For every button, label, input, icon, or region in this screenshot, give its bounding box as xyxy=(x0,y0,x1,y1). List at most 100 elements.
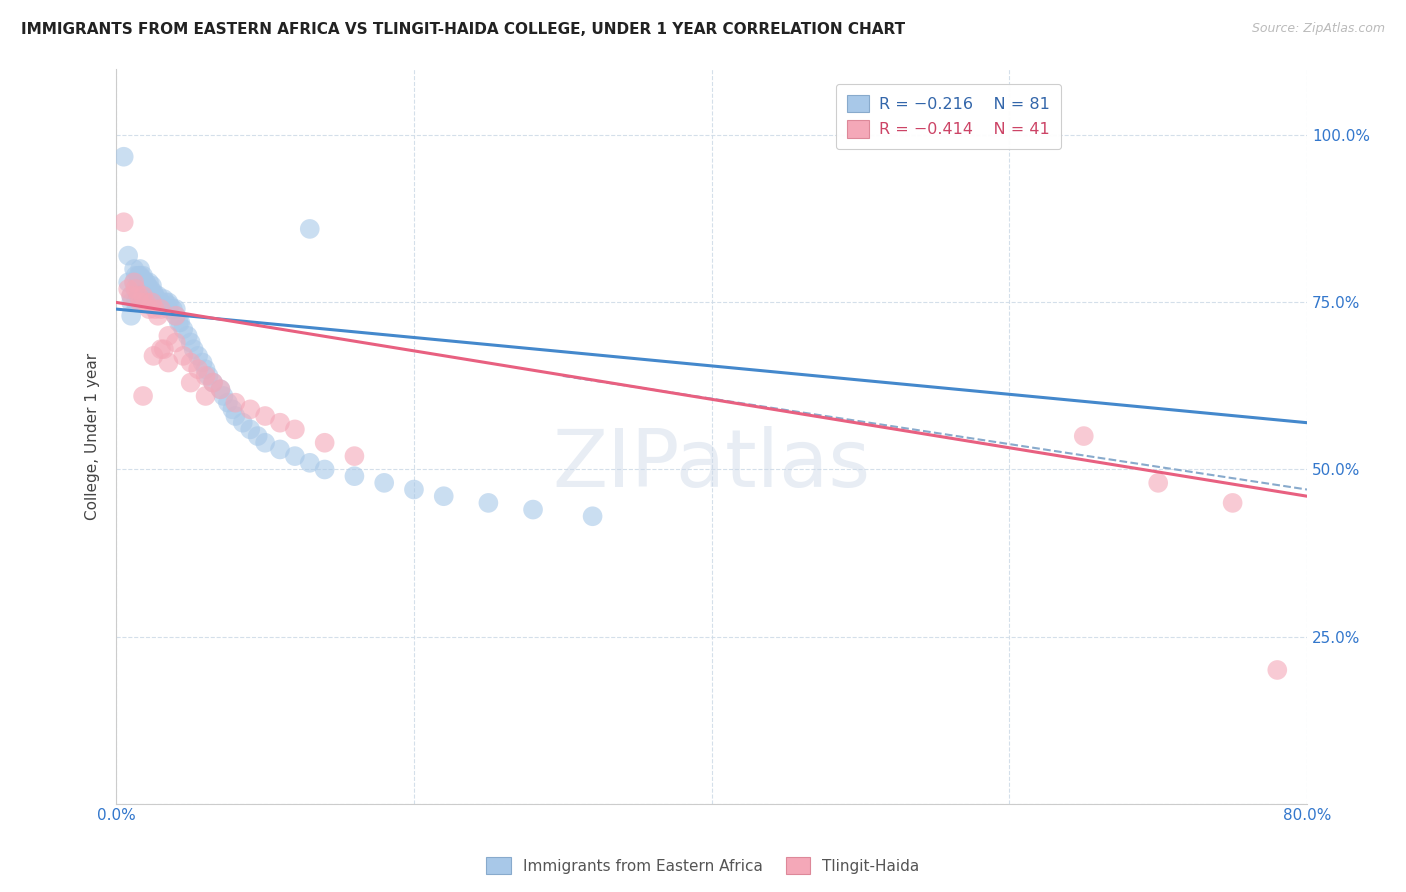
Point xyxy=(269,442,291,457)
Point xyxy=(142,349,165,363)
Point xyxy=(134,278,156,293)
Point xyxy=(124,282,146,296)
Point xyxy=(131,289,153,303)
Point xyxy=(145,292,167,306)
Point xyxy=(117,276,139,290)
Point xyxy=(1147,475,1170,490)
Point xyxy=(124,295,146,310)
Point xyxy=(162,302,184,317)
Point xyxy=(155,295,177,310)
Point xyxy=(343,449,366,463)
Point xyxy=(143,302,166,317)
Point xyxy=(165,309,187,323)
Point xyxy=(191,355,214,369)
Point xyxy=(157,295,180,310)
Point xyxy=(581,509,603,524)
Point xyxy=(373,475,395,490)
Point xyxy=(187,349,209,363)
Point xyxy=(149,299,172,313)
Point xyxy=(224,409,246,423)
Point xyxy=(239,402,262,417)
Point xyxy=(153,292,176,306)
Point xyxy=(138,302,160,317)
Point xyxy=(135,289,157,303)
Point xyxy=(120,295,142,310)
Point xyxy=(209,382,232,396)
Point xyxy=(139,289,162,303)
Point xyxy=(122,262,145,277)
Point xyxy=(135,295,157,310)
Point xyxy=(112,150,135,164)
Point xyxy=(180,376,202,390)
Point xyxy=(194,368,217,383)
Point xyxy=(129,295,152,310)
Point xyxy=(138,285,160,300)
Point xyxy=(433,489,456,503)
Point xyxy=(402,483,425,497)
Text: Source: ZipAtlas.com: Source: ZipAtlas.com xyxy=(1251,22,1385,36)
Point xyxy=(217,395,239,409)
Point xyxy=(298,456,321,470)
Point xyxy=(159,299,181,313)
Point xyxy=(254,435,277,450)
Point xyxy=(129,268,152,283)
Point xyxy=(239,422,262,436)
Point xyxy=(128,289,150,303)
Point xyxy=(183,342,205,356)
Point xyxy=(202,376,225,390)
Point xyxy=(124,268,146,283)
Point xyxy=(120,309,142,323)
Point xyxy=(194,362,217,376)
Point xyxy=(157,355,180,369)
Point xyxy=(132,289,155,303)
Point xyxy=(202,376,225,390)
Point xyxy=(122,276,145,290)
Point xyxy=(129,262,152,277)
Point xyxy=(246,429,269,443)
Point xyxy=(209,382,232,396)
Point xyxy=(146,309,169,323)
Point xyxy=(132,268,155,283)
Point xyxy=(146,295,169,310)
Point xyxy=(128,289,150,303)
Point xyxy=(284,449,307,463)
Point xyxy=(149,342,172,356)
Point xyxy=(157,302,180,317)
Text: IMMIGRANTS FROM EASTERN AFRICA VS TLINGIT-HAIDA COLLEGE, UNDER 1 YEAR CORRELATIO: IMMIGRANTS FROM EASTERN AFRICA VS TLINGI… xyxy=(21,22,905,37)
Point xyxy=(124,282,146,296)
Point xyxy=(157,328,180,343)
Point xyxy=(254,409,277,423)
Point xyxy=(177,328,200,343)
Point xyxy=(169,316,191,330)
Point xyxy=(132,389,155,403)
Point xyxy=(172,349,194,363)
Point xyxy=(135,276,157,290)
Point xyxy=(180,335,202,350)
Point xyxy=(128,276,150,290)
Point xyxy=(224,395,246,409)
Point xyxy=(117,282,139,296)
Point xyxy=(142,285,165,300)
Point xyxy=(269,416,291,430)
Point xyxy=(136,278,159,293)
Point xyxy=(131,282,153,296)
Point xyxy=(232,416,254,430)
Point xyxy=(132,272,155,286)
Point xyxy=(167,316,190,330)
Point xyxy=(165,302,187,317)
Text: ZIPatlas: ZIPatlas xyxy=(553,426,870,505)
Point xyxy=(149,295,172,310)
Point xyxy=(132,282,155,296)
Point xyxy=(314,435,336,450)
Point xyxy=(122,276,145,290)
Point xyxy=(149,302,172,317)
Point xyxy=(180,355,202,369)
Point xyxy=(314,462,336,476)
Point xyxy=(153,342,176,356)
Point xyxy=(221,402,243,417)
Point xyxy=(117,249,139,263)
Point xyxy=(197,368,219,383)
Point xyxy=(172,322,194,336)
Point xyxy=(138,276,160,290)
Point xyxy=(477,496,499,510)
